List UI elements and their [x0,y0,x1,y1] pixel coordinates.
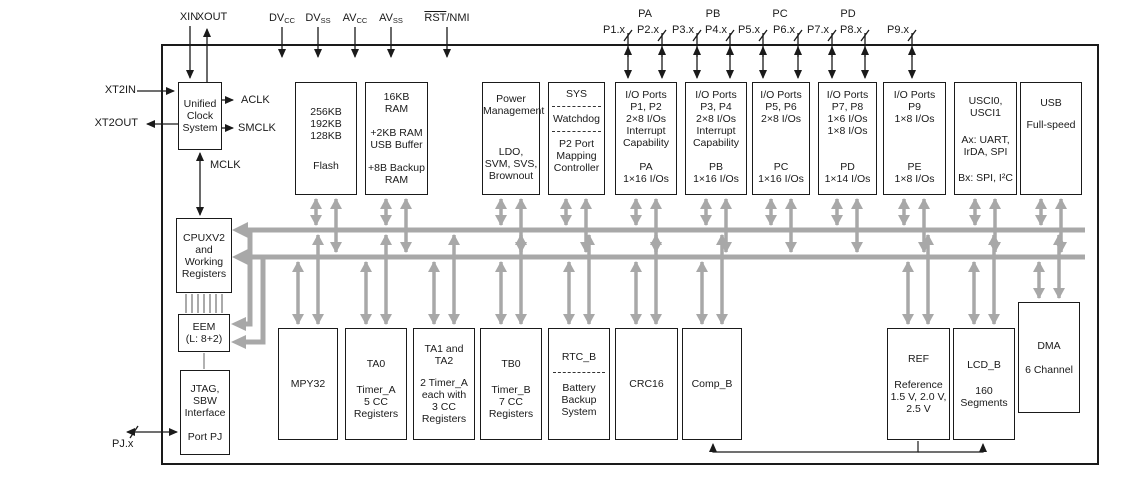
chip-outline [161,44,1099,465]
pin-label-rst-nmi: RST/NMI [424,12,470,24]
block-flash: 256KB 192KB 128KB Flash [295,82,357,195]
block-io-ports-p7-p8: I/O Ports P7, P8 1×6 I/Os 1×8 I/Os PD 1×1… [818,82,877,195]
bus-drop-eem-1 [246,232,253,327]
pin-label-xin: XIN [179,11,199,23]
port-group-label-pc: PC [772,8,788,20]
block-timer-ta0: TA0 Timer_A 5 CC Registers [345,328,407,440]
pin-label-p5x: P5.x [737,24,760,36]
block-dma: DMA 6 Channel [1018,302,1080,413]
block-sys-watchdog: SYS Watchdog P2 Port Mapping Controller [548,82,605,195]
pin-label-xout: XOUT [196,11,228,23]
block-jtag: JTAG, SBW Interface Port PJ [180,370,230,455]
port-group-label-pb: PB [705,8,721,20]
bus-arrow-eem-1 [231,317,246,331]
pin-label-p9x: P9.x [886,24,909,36]
block-ref: REF Reference 1.5 V, 2.0 V, 2.5 V [887,328,950,440]
clock-signal-arrows [137,87,234,216]
port-pin-arrows [623,29,917,79]
signal-label-smclk: SMCLK [238,122,276,134]
block-timer-tb0: TB0 Timer_B 7 CC Registers [480,328,542,440]
dashed-divider [552,372,606,373]
signal-label-mclk: MCLK [210,159,241,171]
port-group-label-pd: PD [840,8,856,20]
block-io-ports-p1-p2: I/O Ports P1, P2 2×8 I/Os Interrupt Capa… [615,82,677,195]
block-usb: USB Full-speed [1020,82,1082,195]
block-timer-ta1-ta2: TA1 and TA2 2 Timer_A each with 3 CC Regi… [413,328,475,440]
dashed-divider [552,106,601,107]
pin-label-dvcc: DVCC [268,12,296,25]
bus-upper-arrow-cpu [232,222,248,238]
block-rtc-b: RTC_B Battery Backup System [548,328,610,440]
ref-to-comp [709,441,919,453]
pin-label-p3x: P3.x [671,24,694,36]
block-eem: EEM (L: 8+2) [178,314,230,352]
block-usci: USCI0, USCI1 Ax: UART, IrDA, SPI Bx: SPI, … [954,82,1017,195]
block-crc16: CRC16 [615,328,678,440]
block-cpu: CPUXV2 and Working Registers [176,218,232,293]
pin-label-p2x: P2.x [636,24,659,36]
pin-label-p7x: P7.x [806,24,829,36]
block-comp-b: Comp_B [682,328,742,440]
bus-drop-eem-2 [246,259,266,345]
pin-label-pjx: PJ.x [112,438,134,450]
bottom-block-bus-arrows [292,234,1065,325]
bus-lower-arrow-cpu [232,249,248,265]
ref-routing [709,441,987,453]
block-mpy32: MPY32 [278,328,338,440]
signal-label-aclk: ACLK [241,94,270,106]
pin-label-avss: AVSS [379,12,403,25]
block-unified-clock-system: Unified Clock System [178,82,222,150]
port-group-label-pa: PA [638,8,652,20]
pin-label-p6x: P6.x [772,24,795,36]
bus-arrow-eem-2 [231,335,246,349]
block-io-ports-p5-p6: I/O Ports P5, P6 2×8 I/Os PC 1×16 I/Os [752,82,810,195]
pin-label-dvss: DVSS [305,12,331,25]
dashed-divider [552,131,601,132]
pin-label-xt2in: XT2IN [104,84,136,96]
pin-label-p4x: P4.x [704,24,727,36]
top-pin-arrows [186,26,451,82]
pin-label-p8x: P8.x [839,24,862,36]
pjx-arrow [126,425,178,439]
pin-label-avcc: AVCC [342,12,368,25]
pin-label-p1x: P1.x [602,24,625,36]
block-power-management: Power Management LDO, SVM, SVS, Brownout [482,82,544,195]
block-io-ports-p3-p4: I/O Ports P3, P4 2×8 I/Os Interrupt Capa… [685,82,747,195]
pin-label-xt2out: XT2OUT [94,117,138,129]
block-io-ports-p9: I/O Ports P9 1×8 I/Os PE 1×8 I/Os [883,82,946,195]
cpu-eem-hatch [185,294,223,313]
ref-to-lcd [918,443,987,453]
block-lcd-b: LCD_B 160 Segments [953,328,1015,440]
block-ram: 16KB RAM +2KB RAM USB Buffer +8B Backup RA… [365,82,428,195]
